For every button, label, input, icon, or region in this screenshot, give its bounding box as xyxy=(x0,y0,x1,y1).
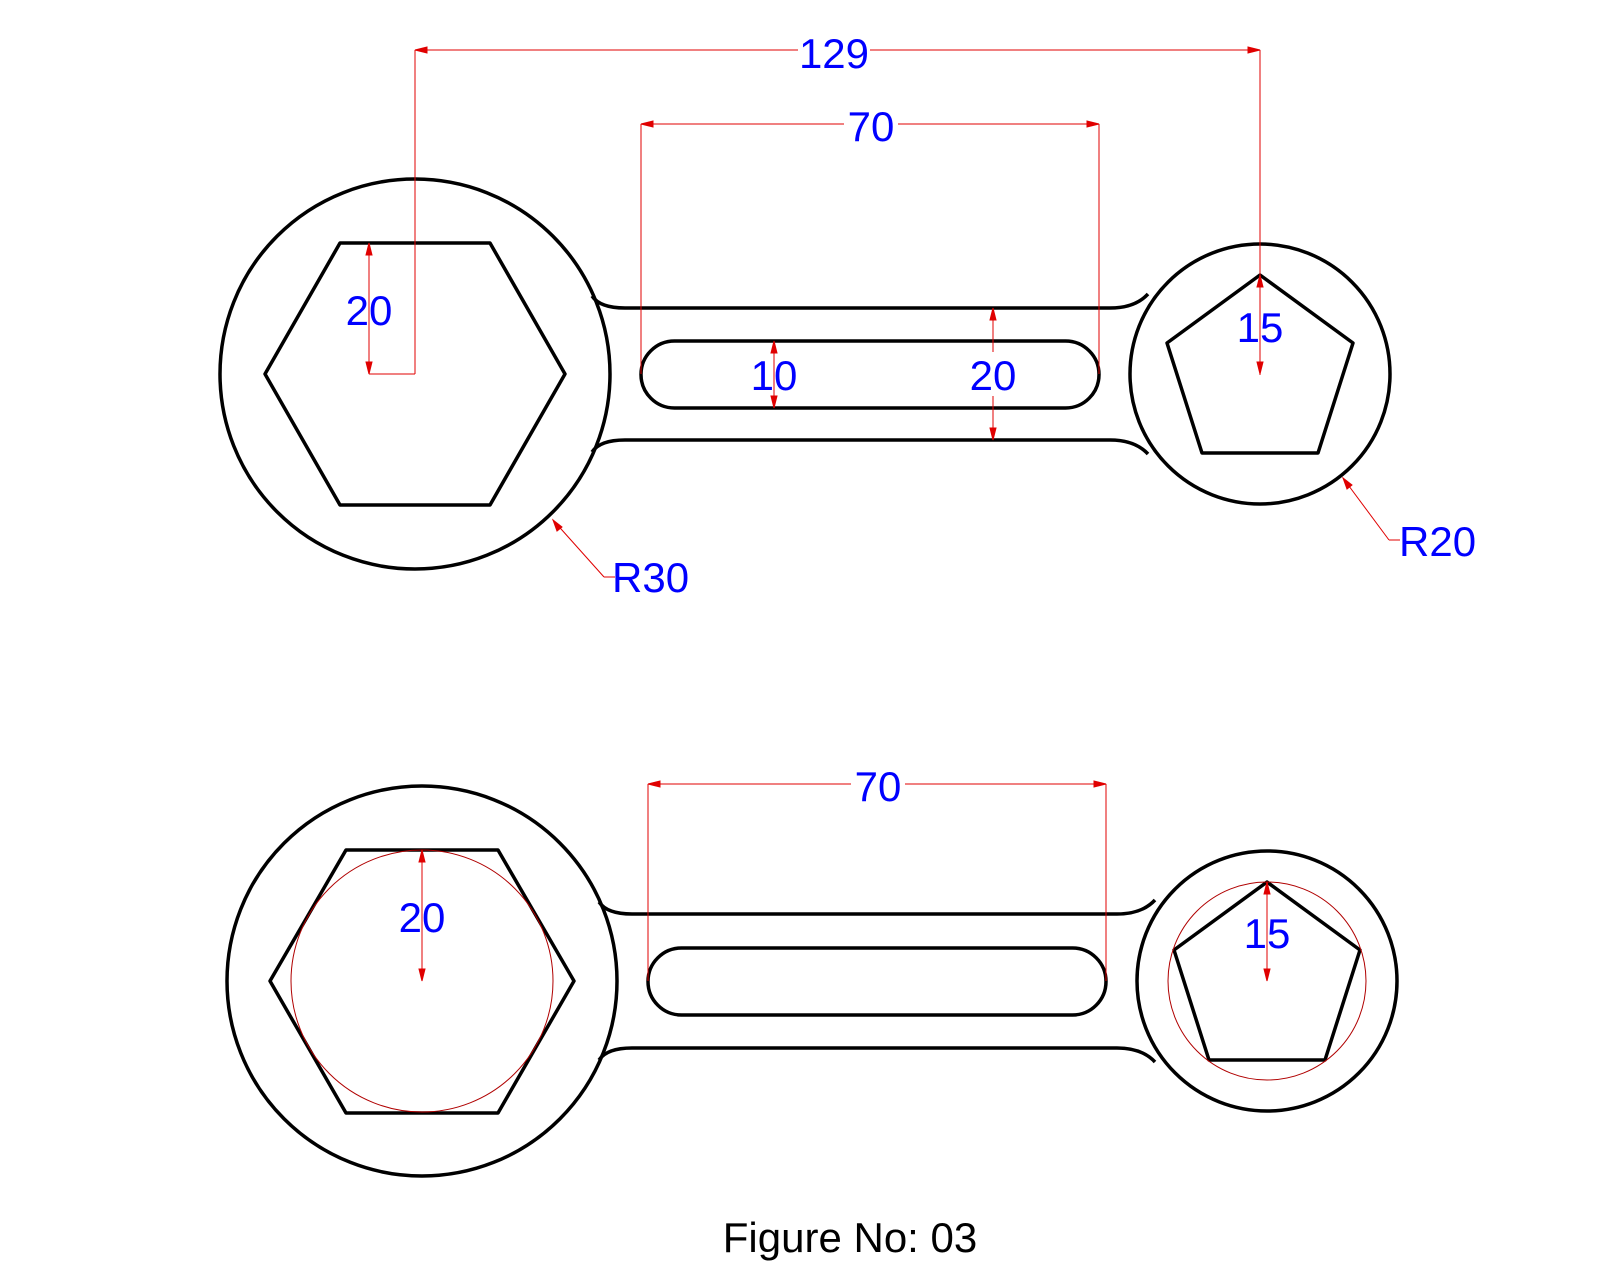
dimension-label-pentagon-size: 15 xyxy=(1237,304,1284,351)
dim-text-bg xyxy=(798,30,870,74)
hexagon-opening xyxy=(263,241,567,507)
figure-caption: Figure No: 03 xyxy=(723,1214,977,1261)
dimension-overall-length xyxy=(414,46,1261,375)
slot xyxy=(639,339,1101,410)
dimension-label-slot-length: 70 xyxy=(848,103,895,150)
small-end-circle xyxy=(1135,849,1399,1113)
dimension-label-arm-width: 20 xyxy=(970,352,1017,399)
dim-text-bg xyxy=(844,104,898,148)
pentagon-opening xyxy=(1172,880,1362,1062)
leader-large-radius xyxy=(551,518,615,578)
radius-label-large: R30 xyxy=(612,554,689,601)
dimension-label-hexagon-size: 20 xyxy=(346,287,393,334)
leader-small-radius xyxy=(1341,476,1400,541)
slot xyxy=(646,946,1108,1017)
radius-label-small: R20 xyxy=(1399,518,1476,565)
dimension-pentagon-size xyxy=(1263,881,1271,982)
arm-bottom-edge xyxy=(597,1046,1157,1064)
dimension-label-overall-length: 129 xyxy=(799,30,869,77)
top-view: 129 70 20 10 xyxy=(218,30,1476,601)
arm-top-edge xyxy=(590,292,1150,310)
dimension-hexagon-size xyxy=(365,242,415,375)
dimension-slot-length xyxy=(640,120,1100,374)
dimension-label-slot-width: 10 xyxy=(751,352,798,399)
large-end-circle xyxy=(225,784,619,1178)
arm-bottom-edge xyxy=(590,438,1150,456)
bottom-view: 70 20 15 xyxy=(225,763,1399,1178)
dim-text-bg xyxy=(851,764,905,808)
dimension-label-slot-length: 70 xyxy=(855,763,902,810)
dimension-label-pentagon-size: 15 xyxy=(1244,910,1291,957)
dimension-hexagon-size xyxy=(418,849,426,982)
hexagon-opening xyxy=(268,848,576,1115)
arm-top-edge xyxy=(597,898,1157,916)
dimension-slot-width xyxy=(770,340,778,409)
dim-text-bg xyxy=(966,352,1020,396)
dimension-pentagon-size xyxy=(1256,274,1264,375)
dimension-slot-length xyxy=(647,780,1107,981)
dimension-label-hexagon-size: 20 xyxy=(399,894,446,941)
pentagon-opening xyxy=(1165,273,1355,455)
